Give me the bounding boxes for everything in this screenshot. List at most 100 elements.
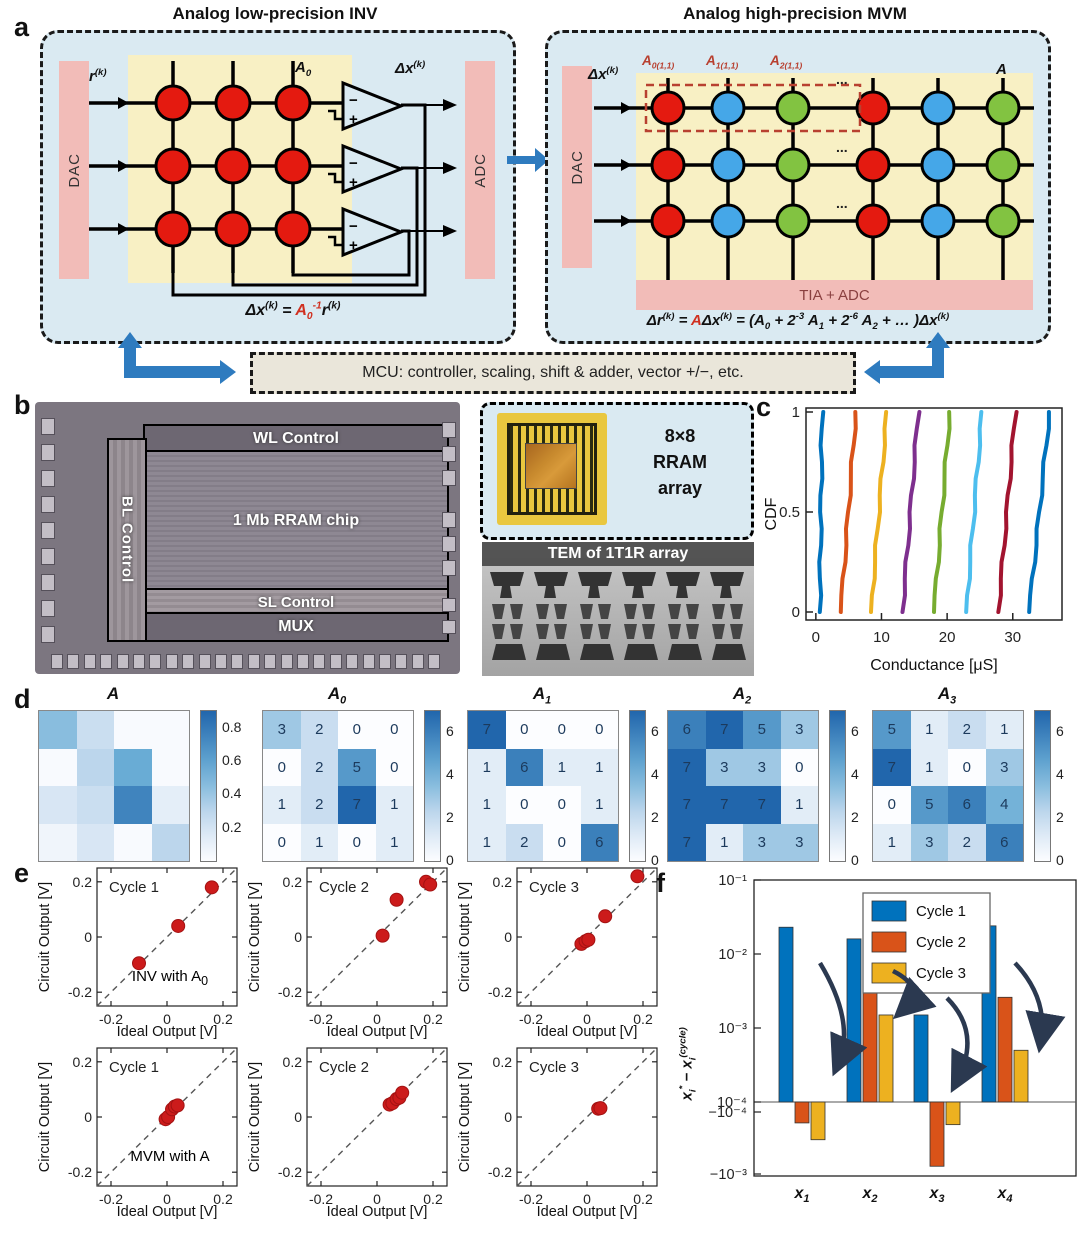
mcu-connector-arrows [118, 332, 950, 384]
delta-x-label: Δx(k) [395, 59, 426, 77]
panel-c-label: c [756, 392, 772, 422]
chip-pad [379, 654, 391, 669]
heatmap-cell: 7 [705, 786, 743, 824]
a0-slice-label: A0(1,1) [642, 53, 675, 71]
chip-pad [41, 444, 55, 461]
heatmap-cell: 7 [668, 748, 706, 786]
heatmap-cell [39, 786, 77, 824]
chip-pad [395, 654, 408, 669]
colorbar-tick: 4 [446, 766, 454, 783]
matrix-a-label: A [996, 61, 1007, 78]
bar-Cycle 2-x3 [929, 1101, 945, 1167]
svg-text:-0.2: -0.2 [99, 1191, 123, 1207]
mvm-equation: Δr(k) = AΔx(k) = (A0 + 2-3 A1 + 2-6 A2 +… [646, 311, 950, 332]
svg-text:+: + [349, 111, 358, 128]
chip-pad [264, 654, 277, 669]
scatter-inv-cycle1: -0.2 0 0.2 -0.2 0 0.2 Cycle 1 Ideal Output [V] C… [35, 862, 245, 1045]
svg-text:-0.2: -0.2 [309, 1011, 333, 1027]
scatter-inv-cycle2: -0.2 0 0.2 -0.2 0 0.2 Cycle 2 Ideal Output [V] C… [245, 862, 455, 1045]
heatmap-cell: 1 [580, 748, 618, 786]
bar-Cycle 1-x2 [846, 938, 862, 1103]
heatmap-cell: 6 [948, 786, 986, 824]
heatmap-cell [76, 823, 114, 861]
svg-text:0: 0 [373, 1191, 381, 1207]
svg-text:-0.2: -0.2 [68, 984, 92, 1000]
trend-arrow [945, 996, 988, 1093]
svg-text:20: 20 [939, 629, 956, 646]
svg-text:Cycle 2: Cycle 2 [916, 934, 966, 951]
ellipsis-2: ... [836, 139, 848, 155]
colorbar-tick: 0 [1056, 852, 1064, 868]
svg-text:0: 0 [163, 1011, 171, 1027]
svg-text:−10⁻³: −10⁻³ [710, 1167, 747, 1183]
heatmap-cell: 0 [505, 786, 543, 824]
colorbar-tick: 2 [851, 809, 859, 826]
heatmap-cell: 0 [580, 711, 618, 749]
chip-pad [41, 574, 55, 591]
heatmap-grid-hm_A [38, 710, 190, 862]
input-vector-label: r(k) [89, 67, 107, 85]
heatmap-cell: 3 [743, 823, 781, 861]
inv-to-mvm-arrow [507, 148, 549, 172]
colorbar-tick: 6 [446, 723, 454, 740]
heatmap-cell: 3 [910, 823, 948, 861]
inv-title: Analog low-precision INV [172, 4, 378, 23]
chip-pad [411, 654, 424, 669]
heatmap-cell: 0 [338, 823, 376, 861]
svg-text:-0.2: -0.2 [309, 1191, 333, 1207]
svg-text:x1: x1 [793, 1185, 809, 1205]
chip-pad [442, 446, 456, 462]
bar-svg: 10⁻¹ 10⁻² 10⁻³ 10⁻⁴−10⁻⁴ −10⁻³ x1 x2 x3 x4 Cycle … [709, 873, 1077, 1205]
tem-pattern [490, 572, 746, 660]
heatmap-cell: 1 [375, 786, 413, 824]
chip-pad [165, 654, 178, 669]
heatmap-cell: 6 [985, 823, 1023, 861]
colorbar-hm_A2 [829, 710, 846, 862]
svg-text:+: + [349, 237, 358, 254]
svg-text:0: 0 [84, 929, 92, 945]
panel-f-label: f [656, 868, 665, 898]
svg-text:x2: x2 [861, 1185, 877, 1205]
colorbar-tick: 0.6 [222, 752, 242, 768]
chip-pad [41, 522, 55, 539]
svg-text:Ideal Output [V]: Ideal Output [V] [537, 1204, 638, 1220]
svg-text:0: 0 [583, 1011, 591, 1027]
heatmap-cell: 2 [300, 711, 338, 749]
error-bar-chart: 10⁻¹ 10⁻² 10⁻³ 10⁻⁴ −10⁻⁴ −10⁻³ x1 x2 x3 x4 Cycle … [680, 868, 1080, 1213]
panel-a-label: a [14, 12, 30, 42]
heatmap-cell: 7 [468, 711, 506, 749]
mvm-title: Analog high-precision MVM [683, 4, 907, 23]
heatmap-cell: 1 [263, 786, 301, 824]
heatmap-cell: 3 [743, 748, 781, 786]
colorbar-tick: 0.4 [222, 785, 242, 802]
chip-pad [83, 654, 96, 669]
bl-control-label: BL Control [118, 496, 136, 584]
svg-text:Circuit Output [V]: Circuit Output [V] [247, 882, 263, 992]
heatmap-cell: 2 [948, 711, 986, 749]
heatmap-cell: 2 [300, 748, 338, 786]
heatmap-cell: 5 [338, 748, 376, 786]
bar-Cycle 3-x1 [810, 1101, 826, 1141]
heatmap-cell: 0 [543, 786, 581, 824]
chip-pad [247, 654, 260, 669]
svg-text:-0.2: -0.2 [519, 1191, 543, 1207]
bar-Cycle 2-x1 [794, 1101, 810, 1124]
colorbar-tick: 6 [851, 723, 859, 740]
heatmap-cell: 1 [300, 823, 338, 861]
chip-pad [231, 654, 244, 669]
rram-array-callout: 8×8 RRAM array [480, 402, 754, 540]
scatter-mvm-cycle3: -0.2 0 0.2 -0.2 0 0.2 Cycle 3 Ideal Output [V] C… [455, 1042, 665, 1225]
heatmap-cell: 1 [780, 786, 818, 824]
dac-label: DAC [65, 152, 83, 188]
heatmap-cell: 2 [505, 823, 543, 861]
scatter-mvm-cycle2: -0.2 0 0.2 -0.2 0 0.2 Cycle 2 Ideal Output [V] C… [245, 1042, 455, 1225]
heatmap-cell: 7 [668, 823, 706, 861]
svg-text:Cycle 1: Cycle 1 [109, 1059, 159, 1076]
heatmap-cell: 7 [705, 711, 743, 749]
svg-text:Ideal Output [V]: Ideal Output [V] [327, 1204, 428, 1220]
heatmap-row: A 0.8 0.6 0.4 0.2 A0 3 2 0 0 0 2 5 0 1 2 7 1 0 1 0 1 6 4 2 0 A1 7 0 0… [0, 684, 1080, 868]
heatmap-cell: 6 [505, 748, 543, 786]
tem-title: TEM of 1T1R array [482, 542, 754, 566]
